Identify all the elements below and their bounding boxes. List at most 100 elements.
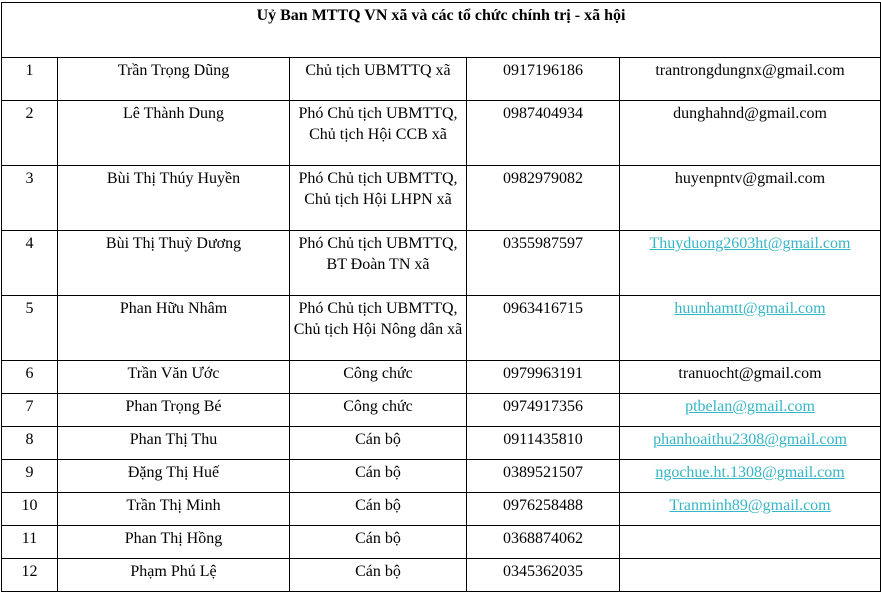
member-name: Đặng Thị Huế <box>127 464 220 481</box>
member-phone-cell: 0355987597 <box>466 230 620 296</box>
member-name: Trần Văn Ước <box>127 365 220 382</box>
table-row: 7 Phan Trọng Bé Công chức 0974917356 ptbelan… <box>1 393 881 427</box>
table-row: 9 Đặng Thị Huế Cán bộ 0389521507 ngochue.ht.… <box>1 459 881 493</box>
table-row: 12 Phạm Phú Lệ Cán bộ 0345362035 <box>1 558 881 592</box>
member-name-cell: Phan Thị Hồng <box>57 525 290 559</box>
table-row: 5 Phan Hữu Nhâm Phó Chủ tịch UBMTTQ, Chủ t… <box>1 295 881 361</box>
row-number: 7 <box>25 398 34 415</box>
member-name: Phan Thị Hồng <box>124 530 223 547</box>
table-row: 10 Trần Thị Minh Cán bộ 0976258488 Tranminh8… <box>1 492 881 526</box>
member-email-cell: ngochue.ht.1308@gmail.com <box>619 459 881 493</box>
member-name-cell: Phan Hữu Nhâm <box>57 295 290 361</box>
member-name-cell: Trần Thị Minh <box>57 492 290 526</box>
row-number-cell: 6 <box>1 360 58 394</box>
member-phone: 0368874062 <box>503 530 583 547</box>
row-number: 9 <box>25 464 34 481</box>
member-email: dunghahnd@gmail.com <box>673 105 827 122</box>
member-name-cell: Phan Trọng Bé <box>57 393 290 427</box>
member-phone-cell: 0987404934 <box>466 100 620 166</box>
member-position-cell: Chủ tịch UBMTTQ xã <box>289 57 467 101</box>
member-name-cell: Trần Văn Ước <box>57 360 290 394</box>
row-number-cell: 3 <box>1 165 58 231</box>
member-position-cell: Công chức <box>289 360 467 394</box>
row-number-cell: 7 <box>1 393 58 427</box>
member-phone: 0345362035 <box>503 563 583 580</box>
member-email[interactable]: phanhoaithu2308@gmail.com <box>653 431 847 448</box>
table-row: 4 Bùi Thị Thuỳ Dương Phó Chủ tịch UBMTTQ, … <box>1 230 881 296</box>
member-position-cell: Cán bộ <box>289 525 467 559</box>
member-phone: 0963416715 <box>503 300 583 317</box>
member-phone: 0911435810 <box>503 431 583 448</box>
member-position: Cán bộ <box>355 431 401 448</box>
row-number: 6 <box>25 365 34 382</box>
row-number: 12 <box>21 563 38 580</box>
table-title: Uỷ Ban MTTQ VN xã và các tổ chức chính t… <box>1 2 881 58</box>
row-number: 4 <box>25 235 34 252</box>
member-phone: 0389521507 <box>503 464 583 481</box>
member-phone-cell: 0917196186 <box>466 57 620 101</box>
member-email[interactable]: ngochue.ht.1308@gmail.com <box>655 464 845 481</box>
member-email-cell <box>619 558 881 592</box>
member-name-cell: Phan Thị Thu <box>57 426 290 460</box>
member-position: Cán bộ <box>355 497 401 514</box>
member-position-cell: Cán bộ <box>289 558 467 592</box>
member-name: Phan Trọng Bé <box>125 398 222 415</box>
row-number: 2 <box>25 105 34 122</box>
member-email: huyenpntv@gmail.com <box>674 170 826 187</box>
member-email[interactable]: Thuyduong2603ht@gmail.com <box>649 235 851 252</box>
member-position-cell: Công chức <box>289 393 467 427</box>
member-email-cell: dunghahnd@gmail.com <box>619 100 881 166</box>
member-phone-cell: 0974917356 <box>466 393 620 427</box>
member-position: Cán bộ <box>355 530 401 547</box>
row-number: 5 <box>25 300 34 317</box>
member-email-cell: phanhoaithu2308@gmail.com <box>619 426 881 460</box>
member-email: tranuocht@gmail.com <box>678 365 822 382</box>
member-phone-cell: 0389521507 <box>466 459 620 493</box>
member-phone: 0976258488 <box>503 497 583 514</box>
member-email-cell <box>619 525 881 559</box>
member-position: Công chức <box>343 398 413 415</box>
member-email: trantrongdungnx@gmail.com <box>655 62 845 79</box>
table-row: 6 Trần Văn Ước Công chức 0979963191 tranuoch… <box>1 360 881 394</box>
row-number-cell: 5 <box>1 295 58 361</box>
row-number: 11 <box>21 530 38 547</box>
row-number-cell: 4 <box>1 230 58 296</box>
member-name-cell: Bùi Thị Thuỳ Dương <box>57 230 290 296</box>
member-phone-cell: 0368874062 <box>466 525 620 559</box>
member-email-cell: ptbelan@gmail.com <box>619 393 881 427</box>
member-position-cell: Phó Chủ tịch UBMTTQ, Chủ tịch Hội Nông d… <box>289 295 467 361</box>
member-position-cell: Phó Chủ tịch UBMTTQ, BT Đoàn TN xã <box>289 230 467 296</box>
member-position: Phó Chủ tịch UBMTTQ, BT Đoàn TN xã <box>298 235 458 273</box>
member-position: Phó Chủ tịch UBMTTQ, Chủ tịch Hội LHPN x… <box>298 170 458 208</box>
member-name-cell: Trần Trọng Dũng <box>57 57 290 101</box>
member-email-cell: huyenpntv@gmail.com <box>619 165 881 231</box>
member-phone-cell: 0976258488 <box>466 492 620 526</box>
title-row: Uỷ Ban MTTQ VN xã và các tổ chức chính t… <box>1 2 881 58</box>
row-number-cell: 8 <box>1 426 58 460</box>
member-email-cell: Thuyduong2603ht@gmail.com <box>619 230 881 296</box>
member-name-cell: Phạm Phú Lệ <box>57 558 290 592</box>
member-name: Phan Hữu Nhâm <box>119 300 228 317</box>
member-name: Phan Thị Thu <box>129 431 218 448</box>
member-position-cell: Phó Chủ tịch UBMTTQ, Chủ tịch Hội LHPN x… <box>289 165 467 231</box>
row-number-cell: 10 <box>1 492 58 526</box>
row-number: 10 <box>21 497 38 514</box>
member-email[interactable]: ptbelan@gmail.com <box>685 398 815 415</box>
member-name-cell: Lê Thành Dung <box>57 100 290 166</box>
table-row: 2 Lê Thành Dung Phó Chủ tịch UBMTTQ, Chủ t… <box>1 100 881 166</box>
table-row: 11 Phan Thị Hồng Cán bộ 0368874062 <box>1 525 881 559</box>
member-email[interactable]: Tranminh89@gmail.com <box>669 497 831 514</box>
member-name: Phạm Phú Lệ <box>130 563 217 580</box>
member-phone: 0355987597 <box>503 235 583 252</box>
member-phone: 0979963191 <box>503 365 583 382</box>
member-position-cell: Cán bộ <box>289 492 467 526</box>
member-name: Lê Thành Dung <box>122 105 224 122</box>
member-phone: 0974917356 <box>503 398 583 415</box>
member-position: Chủ tịch UBMTTQ xã <box>305 62 451 79</box>
member-name: Bùi Thị Thuỳ Dương <box>105 235 242 252</box>
member-email[interactable]: huunhamtt@gmail.com <box>674 300 826 317</box>
member-name-cell: Đặng Thị Huế <box>57 459 290 493</box>
member-email-cell: trantrongdungnx@gmail.com <box>619 57 881 101</box>
member-position-cell: Cán bộ <box>289 426 467 460</box>
